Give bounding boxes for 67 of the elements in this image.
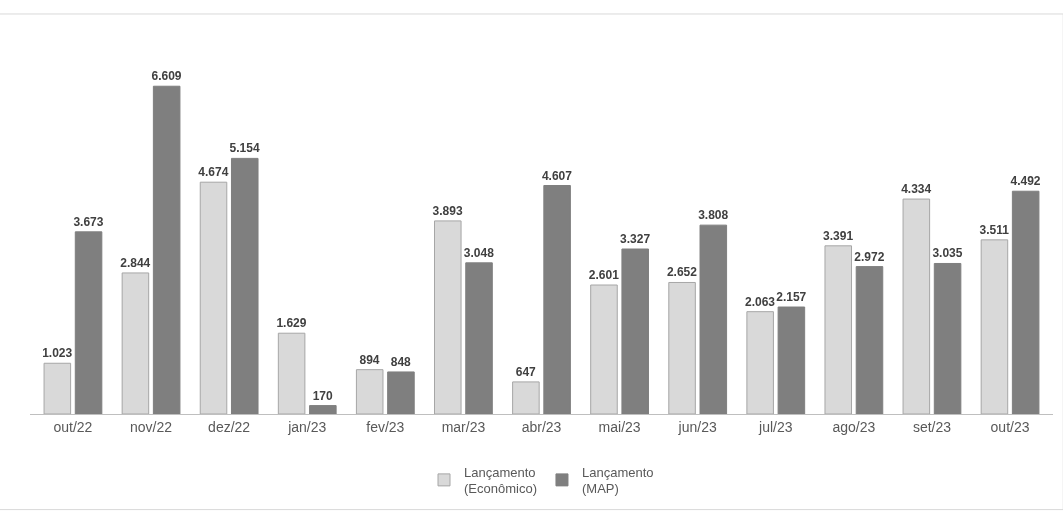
bar: [43, 362, 72, 414]
x-tick-label: mai/23: [598, 418, 641, 435]
bar: [933, 262, 962, 414]
data-label: 1.023: [42, 346, 73, 361]
x-tick-label: jun/23: [677, 418, 717, 435]
data-label: 848: [390, 354, 412, 369]
data-label: 3.048: [463, 245, 495, 260]
data-label: 3.327: [620, 232, 651, 246]
data-label: 4.492: [1010, 174, 1041, 189]
data-label: 3.673: [73, 214, 104, 229]
bar: [980, 239, 1009, 414]
data-label: 170: [312, 388, 334, 403]
data-label: 2.601: [588, 268, 620, 282]
bar: [746, 311, 774, 414]
x-tick-label: abr/23: [521, 418, 562, 435]
bar: [387, 371, 415, 414]
x-tick-label: mar/23: [441, 418, 486, 435]
data-label: 2.063: [744, 294, 776, 309]
bar: [855, 266, 884, 414]
bar: [199, 181, 228, 414]
x-tick-label: out/22: [53, 418, 93, 435]
data-label: 1.629: [276, 316, 307, 331]
x-tick-label: dez/22: [208, 418, 251, 435]
bar: [699, 224, 728, 414]
data-label: 6.609: [151, 69, 182, 84]
x-tick-label: set/23: [912, 418, 952, 435]
data-label: 2.157: [776, 290, 807, 305]
bar: [465, 262, 493, 414]
data-label: 4.607: [541, 168, 573, 183]
data-label: 894: [359, 352, 380, 367]
bar: [355, 369, 384, 414]
data-label: 3.035: [932, 246, 963, 261]
x-tick-label: out/23: [990, 418, 1030, 435]
bar: [277, 332, 306, 414]
bar: [1011, 190, 1040, 414]
legend-label: Lançamento (Econômico): [464, 464, 537, 497]
bar: [590, 284, 618, 414]
bar: [668, 281, 696, 414]
bar: [512, 381, 540, 414]
bar: [543, 185, 571, 414]
bar: [777, 306, 806, 414]
bar: [230, 157, 259, 414]
bar: [309, 405, 337, 414]
data-label: 4.674: [198, 165, 229, 180]
data-label: 647: [515, 364, 537, 379]
x-tick-label: ago/23: [832, 418, 876, 435]
bar: [824, 245, 853, 414]
x-tick-label: jan/23: [287, 418, 327, 435]
data-label: 2.652: [666, 265, 698, 280]
data-label: 3.808: [698, 208, 729, 223]
data-label: 2.972: [854, 249, 885, 264]
bar: [121, 272, 150, 414]
data-label: 3.511: [979, 222, 1010, 237]
data-label: 5.154: [229, 141, 260, 156]
data-label: 4.334: [901, 182, 932, 197]
bar: [902, 198, 931, 414]
x-tick-label: jul/23: [758, 418, 793, 435]
data-label: 3.391: [823, 228, 854, 243]
x-tick-label: nov/22: [130, 418, 173, 435]
bar: [74, 231, 103, 414]
bar: [434, 220, 462, 414]
x-tick-label: fev/23: [366, 418, 405, 435]
bar: [152, 85, 181, 414]
data-label: 2.844: [120, 255, 151, 270]
data-label: 3.893: [432, 203, 463, 218]
bar: [621, 248, 649, 414]
legend-label: Lançamento (MAP): [581, 464, 654, 497]
